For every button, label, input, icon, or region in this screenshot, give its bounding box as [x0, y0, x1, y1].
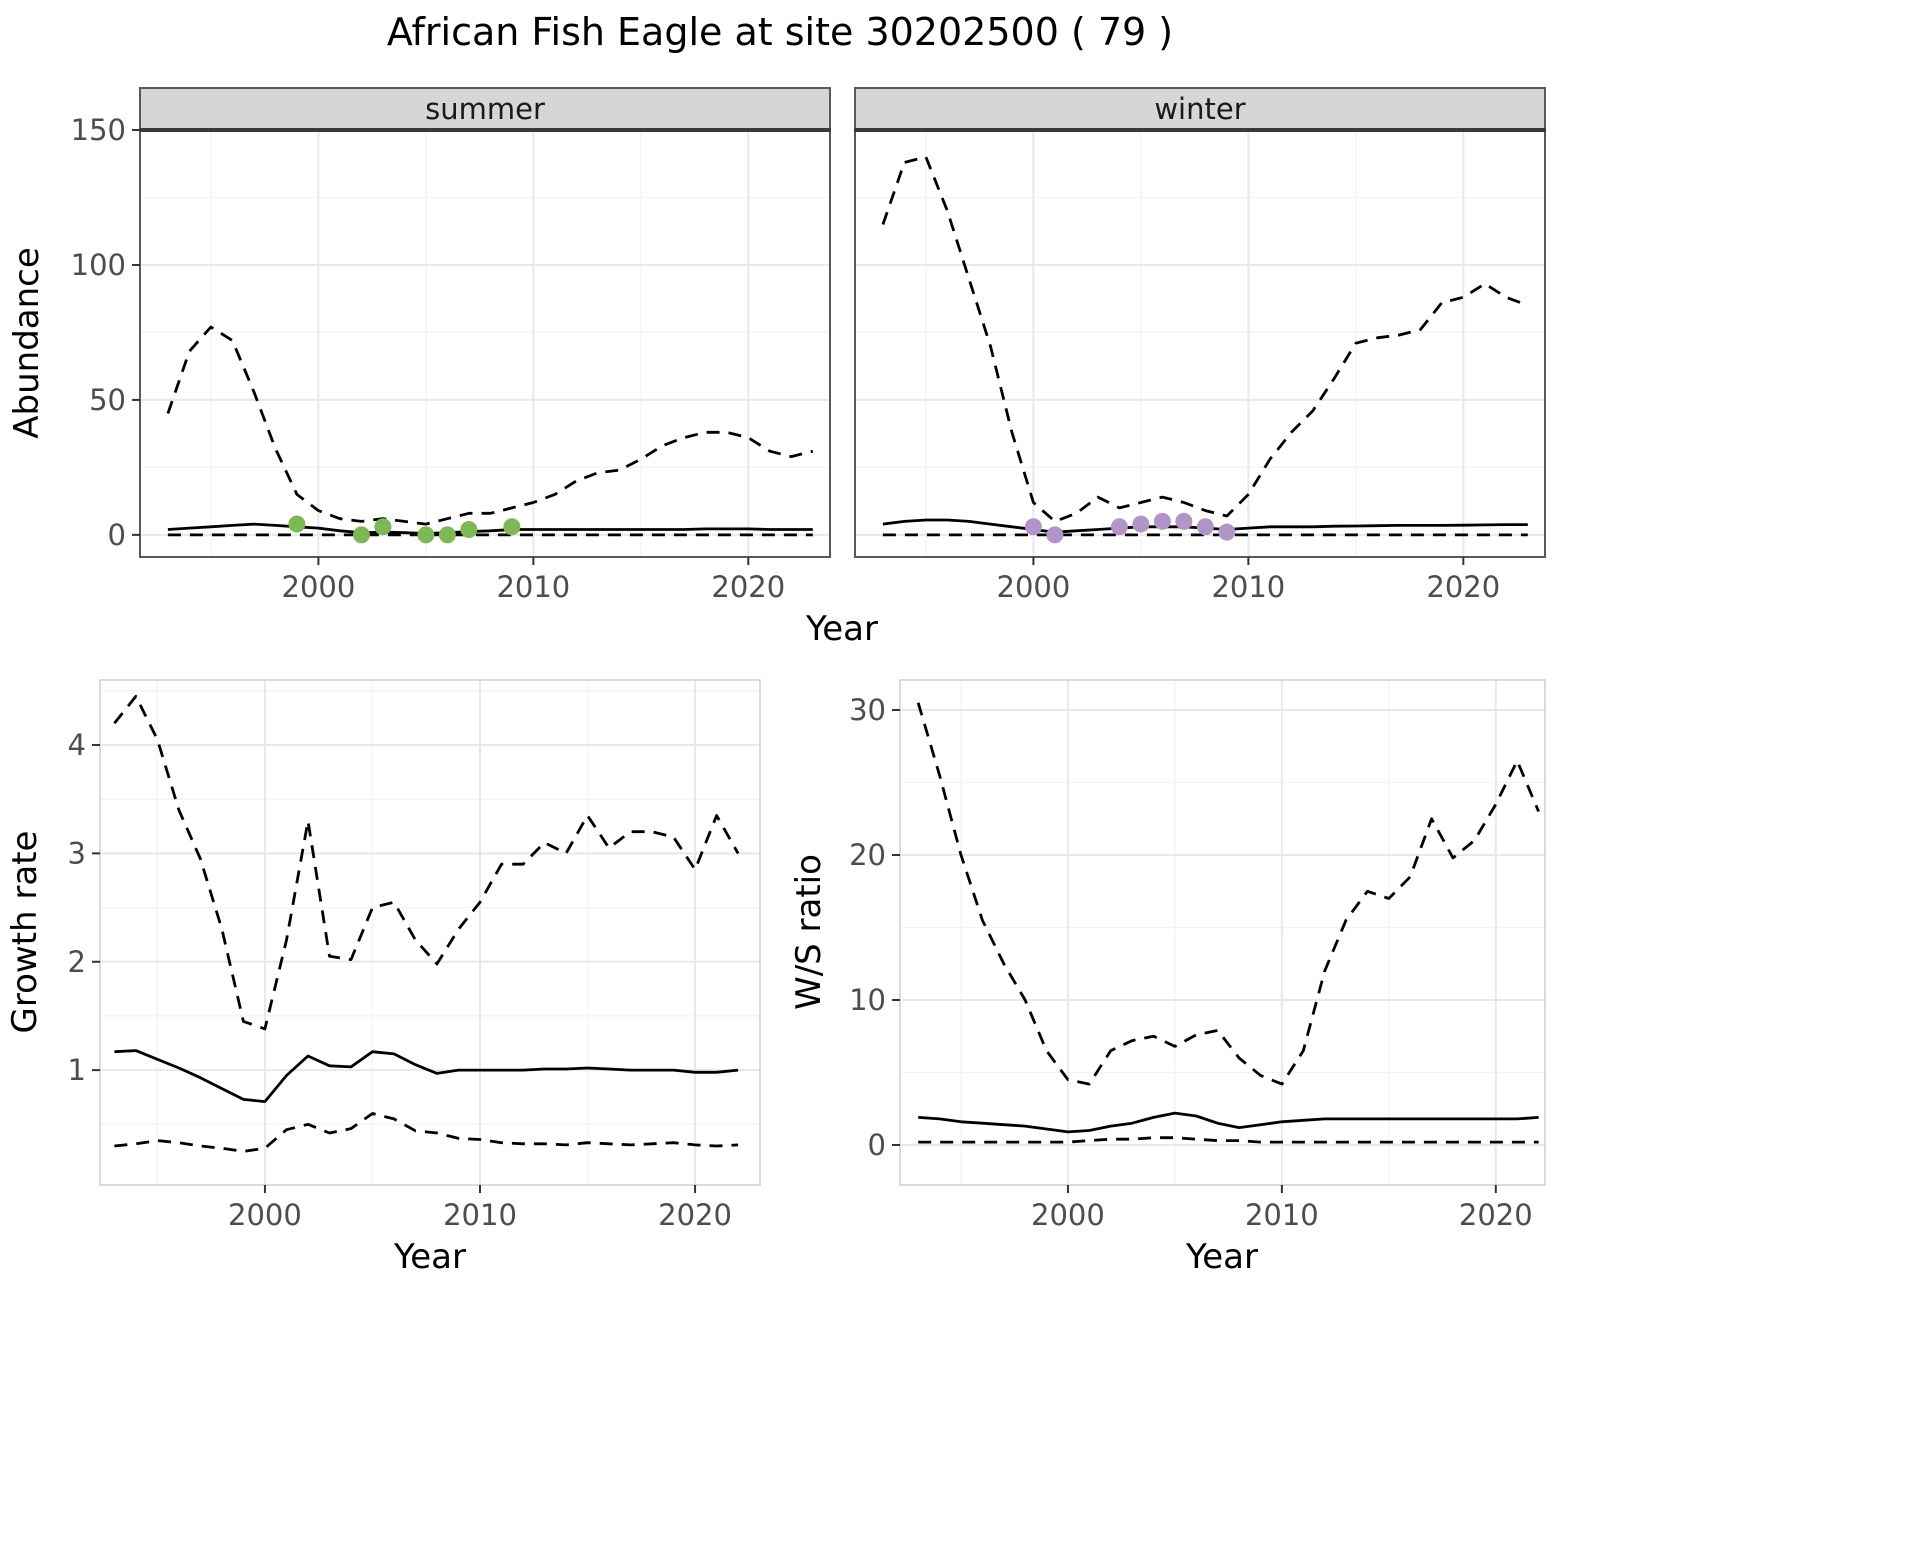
x-tick-label: 2010 — [1245, 1198, 1319, 1232]
panel-abundance-winter: 2000 2010 2020 winter — [854, 87, 1546, 604]
y-axis-title: Growth rate — [5, 831, 45, 1034]
y-tick-label: 10 — [849, 983, 886, 1017]
x-tick-label: 2000 — [282, 570, 356, 604]
panel-bg — [140, 130, 830, 557]
panel-border — [99, 679, 761, 1186]
panel-abundance-summer: 2000 2010 2020 0 50 100 150 summer Abundance Year — [7, 87, 878, 649]
y-tick-label: 150 — [71, 113, 126, 147]
series-upper-ci — [113, 694, 740, 1031]
chart-title: African Fish Eagle at site 30202500 ( 79… — [386, 10, 1174, 54]
panel-bg — [100, 680, 760, 1185]
x-axis-title: Year — [393, 1237, 466, 1277]
series-upper-ci — [881, 155, 1529, 523]
panel-bg — [900, 680, 1545, 1185]
series-lower-ci — [918, 1136, 1539, 1144]
panel-ws-ratio: 2000 2010 2020 0 10 20 30 W/S ratio Year — [789, 679, 1546, 1277]
data-point-observed-summer — [352, 526, 370, 544]
series-group — [881, 155, 1529, 544]
data-point-observed-summer — [374, 518, 392, 536]
y-tick-label: 3 — [68, 836, 86, 870]
x-tick-label: 2010 — [496, 570, 570, 604]
series-lower-ci — [114, 1112, 739, 1153]
y-tick-label: 1 — [68, 1053, 86, 1087]
x-axis-title: Year — [805, 609, 878, 649]
x-tick-label: 2000 — [1031, 1198, 1105, 1232]
data-point-observed-winter — [1024, 518, 1042, 536]
facet-strip-label: summer — [425, 92, 545, 126]
data-point-observed-summer — [460, 520, 478, 538]
data-point-observed-summer — [503, 518, 521, 536]
series-upper-ci — [166, 325, 814, 526]
y-axis-title: Abundance — [7, 247, 47, 439]
x-tick-label: 2020 — [658, 1198, 732, 1232]
x-tick-label: 2010 — [1211, 570, 1285, 604]
facet-strip — [854, 87, 1546, 131]
x-tick-label: 2000 — [228, 1198, 302, 1232]
x-tick-label: 2000 — [997, 570, 1071, 604]
x-tick-label: 2020 — [711, 570, 785, 604]
y-tick-label: 0 — [108, 518, 126, 552]
y-tick-label: 4 — [68, 728, 86, 762]
y-tick-label: 2 — [68, 945, 86, 979]
panel-bg — [855, 130, 1545, 557]
data-point-observed-winter — [1110, 518, 1128, 536]
y-axis-title: W/S ratio — [789, 854, 829, 1010]
series-group — [113, 694, 740, 1153]
series-estimate — [114, 1049, 739, 1103]
facet-strip-label: winter — [1154, 92, 1245, 126]
x-tick-label: 2020 — [1426, 570, 1500, 604]
data-point-observed-winter — [1218, 523, 1236, 541]
series-estimate — [167, 522, 813, 535]
panel-border — [899, 679, 1546, 1186]
series-group — [166, 325, 814, 544]
x-tick-label: 2020 — [1459, 1198, 1533, 1232]
y-tick-label: 50 — [89, 383, 126, 417]
data-point-observed-winter — [1153, 512, 1171, 530]
y-tick-label: 30 — [849, 693, 886, 727]
data-point-observed-winter — [1196, 518, 1214, 536]
data-point-observed-winter — [1175, 512, 1193, 530]
y-tick-label: 0 — [868, 1128, 886, 1162]
data-point-observed-summer — [288, 515, 306, 533]
series-upper-ci — [916, 702, 1540, 1086]
data-point-observed-summer — [417, 526, 435, 544]
x-tick-label: 2010 — [443, 1198, 517, 1232]
x-axis-title: Year — [1185, 1237, 1258, 1277]
panel-growth-rate: 2000 2010 2020 1 2 3 4 Growth rate Year — [5, 679, 761, 1277]
data-point-observed-winter — [1046, 526, 1064, 544]
series-estimate — [918, 1111, 1539, 1134]
data-point-observed-winter — [1132, 515, 1150, 533]
y-tick-label: 20 — [849, 838, 886, 872]
y-tick-label: 100 — [71, 248, 126, 282]
data-point-observed-summer — [438, 526, 456, 544]
facet-strip — [139, 87, 831, 131]
series-group — [916, 702, 1540, 1144]
